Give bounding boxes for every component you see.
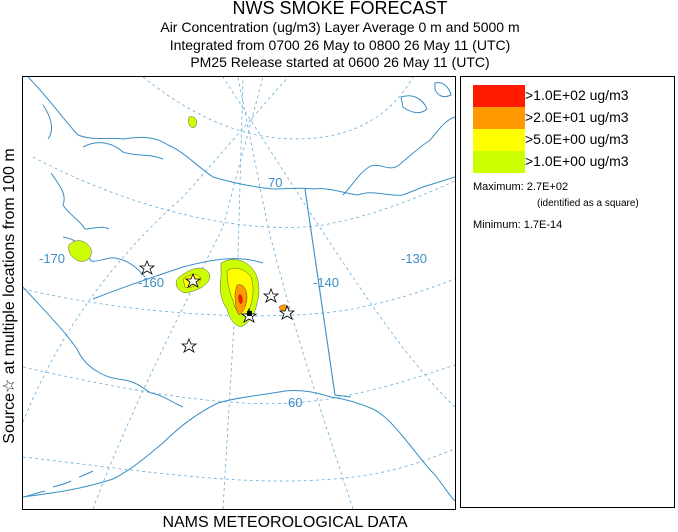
smoke-map: 70 60 -170 -160 -140 -130 bbox=[22, 76, 456, 510]
source-star-4 bbox=[278, 304, 296, 320]
lat-70-label: 70 bbox=[268, 175, 282, 190]
lon-160-label: -160 bbox=[138, 275, 164, 290]
legend-swatch-20 bbox=[473, 107, 525, 129]
barrow-coast bbox=[82, 142, 164, 160]
legend-swatch-100 bbox=[473, 85, 525, 107]
graticule-lat-55 bbox=[23, 448, 455, 482]
seward-coast bbox=[50, 172, 110, 230]
maximum-value: Maximum: 2.7E+02 bbox=[473, 181, 569, 193]
lat-60-label: 60 bbox=[288, 395, 302, 410]
lon-130-label: -130 bbox=[401, 251, 427, 266]
legend-row-100: >1.0E+02 ug/m3 bbox=[473, 85, 673, 107]
legend-swatch-5 bbox=[473, 129, 525, 151]
forecast-title: NWS SMOKE FORECAST bbox=[232, 0, 448, 18]
legend-label-20: >2.0E+01 ug/m3 bbox=[525, 109, 629, 125]
graticule-lon-160 bbox=[92, 77, 264, 509]
source-star-3 bbox=[262, 287, 280, 303]
south-coastline bbox=[23, 390, 374, 498]
legend-row-1: >1.0E+00 ug/m3 bbox=[473, 151, 673, 173]
canadian-arctic-coast bbox=[342, 116, 455, 196]
aleutian-chain bbox=[23, 470, 94, 498]
graticule-lat-65 bbox=[23, 278, 455, 317]
plume-western bbox=[68, 240, 92, 262]
graticule-lat-70 bbox=[32, 156, 455, 228]
legend-swatch-1 bbox=[473, 151, 525, 173]
graticule-lon-170 bbox=[23, 77, 289, 423]
maximum-note: (identified as a square) bbox=[537, 198, 639, 209]
lon-140-label: -140 bbox=[313, 275, 339, 290]
source-star-1 bbox=[138, 259, 156, 275]
concentration-subtitle: Air Concentration (ug/m3) Layer Average … bbox=[160, 19, 520, 35]
north-coastline bbox=[27, 77, 455, 196]
source-side-label: Source☆ at multiple locations from 100 m bbox=[1, 148, 18, 444]
met-data-footer: NAMS METEOROLOGICAL DATA bbox=[162, 514, 408, 531]
integration-period: Integrated from 0700 26 May to 0800 26 M… bbox=[169, 37, 511, 53]
graticule-lat-60 bbox=[23, 364, 455, 405]
legend-label-100: >1.0E+02 ug/m3 bbox=[525, 87, 629, 103]
legend-label-1: >1.0E+00 ug/m3 bbox=[525, 153, 629, 169]
release-start: PM25 Release started at 0600 26 May 11 (… bbox=[190, 54, 490, 70]
graticule-lon-130 bbox=[222, 77, 455, 408]
legend-label-5: >5.0E+00 ug/m3 bbox=[525, 131, 629, 147]
sw-coastline bbox=[23, 286, 184, 408]
legend-row-20: >2.0E+01 ug/m3 bbox=[473, 107, 673, 129]
plume-main-level100 bbox=[238, 294, 243, 304]
minimum-value: Minimum: 1.7E-14 bbox=[473, 219, 563, 231]
plume-northern bbox=[188, 116, 197, 128]
graticule-lat-75 bbox=[142, 77, 414, 140]
legend-panel: >1.0E+02 ug/m3 >2.0E+01 ug/m3 >5.0E+00 u… bbox=[460, 76, 675, 508]
source-star-6 bbox=[180, 337, 198, 353]
maximum-square bbox=[247, 311, 252, 316]
arctic-islands bbox=[400, 82, 452, 114]
lon-170-label: -170 bbox=[39, 251, 65, 266]
legend-row-5: >5.0E+00 ug/m3 bbox=[473, 129, 673, 151]
yukon-river bbox=[92, 258, 264, 300]
southeast-coastline bbox=[372, 408, 455, 502]
border-line bbox=[304, 188, 352, 398]
source-star-2 bbox=[184, 272, 202, 288]
graticule-lon-150 bbox=[222, 77, 244, 509]
